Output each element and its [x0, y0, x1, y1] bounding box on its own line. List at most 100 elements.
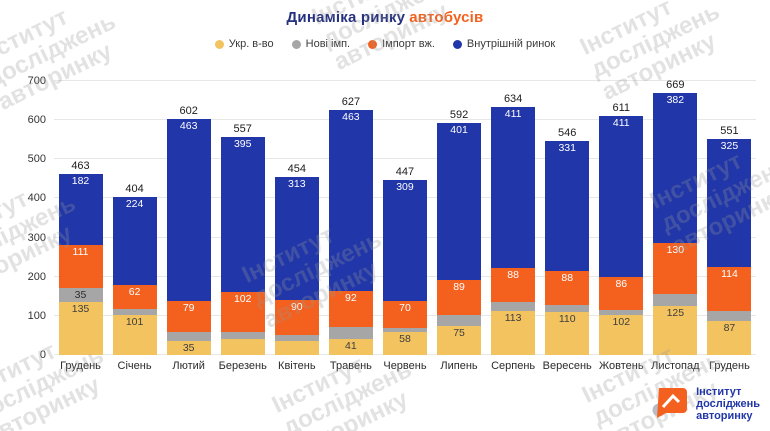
bar-segment-vnutrishnii-rynok: 395 — [220, 136, 265, 292]
logo-text-line: Інститут — [696, 385, 742, 398]
y-axis-tick: 0 — [39, 349, 46, 361]
bar-column: 611 411 86 102 — [595, 102, 648, 355]
bar-column: 669 382 130 125 — [649, 79, 702, 355]
bar-segment-ukr-vyrobnytstvo — [274, 341, 319, 355]
bar-segment-ukr-vyrobnytstvo: 87 — [707, 320, 752, 355]
bar-column: 602 463 79 35 — [162, 105, 215, 355]
bar-segment-vnutrishnii-rynok: 325 — [707, 139, 752, 267]
bar-total-label: 454 — [287, 163, 306, 176]
bar-column: 592 401 89 75 — [433, 109, 486, 355]
legend-label: Імпорт вж. — [382, 38, 435, 50]
legend-dot-yellow — [214, 39, 224, 49]
bar-segment-novi-import — [707, 311, 752, 321]
legend-dot-orange — [368, 39, 378, 49]
x-axis-label: Серпень — [491, 360, 536, 372]
bar-column: 404 224 62 101 — [108, 183, 161, 355]
gridline — [54, 119, 756, 121]
bar-stack: 182 111 35 135 — [58, 173, 103, 355]
bars-row: 463 182 111 35 135 404 224 62 101 602 463 79 35 557 39… — [54, 79, 756, 355]
bar-segment-ukr-vyrobnytstvo: 135 — [58, 302, 103, 355]
bar-segment-ukr-vyrobnytstvo: 101 — [112, 315, 157, 355]
bar-segment-ukr-vyrobnytstvo: 58 — [382, 332, 427, 355]
bar-total-label: 602 — [179, 105, 198, 118]
bar-stack: 325 114 87 — [707, 139, 752, 355]
bar-segment-ukr-vyrobnytstvo: 75 — [437, 325, 482, 355]
bar-total-label: 463 — [71, 159, 90, 172]
bar-segment-ukr-vyrobnytstvo: 35 — [166, 341, 211, 355]
bar-segment-import-vzh: 130 — [653, 242, 698, 294]
page-title: Динаміка ринку автобусів — [0, 9, 770, 26]
bar-segment-ukr-vyrobnytstvo — [220, 339, 265, 355]
bar-segment-vnutrishnii-rynok: 401 — [437, 123, 482, 281]
bar-segment-vnutrishnii-rynok: 313 — [274, 177, 319, 300]
bar-segment-ukr-vyrobnytstvo: 41 — [328, 338, 373, 355]
plot-area: 0 100 200 300 400 500 600 700 463 182 111 35 135 404 2… — [28, 75, 756, 361]
gridline — [54, 158, 756, 160]
logo-text: Інститут досліджень авторинку — [696, 386, 760, 423]
bar-total-label: 592 — [449, 109, 469, 122]
bar-column: 557 395 102 — [216, 123, 269, 355]
bar-total-label: 627 — [341, 95, 361, 108]
bar-segment-import-vzh: 92 — [328, 290, 373, 327]
legend-item-novi-import: Нові імп. — [291, 38, 351, 50]
x-axis-label: Квітень — [278, 360, 316, 372]
y-axis-tick: 400 — [27, 192, 46, 205]
logo-icon — [651, 385, 689, 423]
bar-stack: 463 79 35 — [166, 119, 211, 355]
legend-dot-gray — [291, 39, 301, 49]
bar-segment-vnutrishnii-rynok: 331 — [545, 141, 590, 271]
bar-total-label: 551 — [720, 125, 739, 138]
legend-item-import-vzh: Імпорт вж. — [368, 38, 435, 50]
bar-segment-import-vzh: 70 — [382, 301, 427, 329]
bar-segment-import-vzh: 89 — [437, 280, 482, 316]
bar-segment-novi-import — [437, 315, 482, 326]
bar-stack: 463 92 41 — [328, 109, 373, 355]
bar-stack: 411 86 102 — [599, 115, 644, 355]
bar-segment-novi-import — [653, 293, 698, 307]
bar-segment-import-vzh: 114 — [707, 266, 752, 312]
bar-stack: 309 70 58 — [382, 180, 427, 355]
bar-total-label: 557 — [233, 122, 252, 135]
bar-total-label: 669 — [666, 79, 685, 92]
x-axis-label: Жовтень — [598, 360, 644, 372]
bar-segment-import-vzh: 62 — [112, 284, 157, 309]
bar-stack: 401 89 75 — [437, 123, 482, 355]
title-main: Динаміка ринку — [286, 9, 406, 26]
y-axis-tick: 700 — [27, 75, 46, 87]
bar-total-label: 404 — [125, 182, 144, 195]
gridline — [54, 80, 756, 81]
bar-column: 447 309 70 58 — [378, 166, 431, 355]
bar-segment-vnutrishnii-rynok: 182 — [58, 173, 103, 246]
y-axis-tick: 600 — [27, 114, 46, 127]
bar-column: 627 463 92 41 — [324, 96, 377, 355]
bar-stack: 382 130 125 — [653, 93, 698, 355]
x-axis-label: Грудень — [709, 360, 750, 372]
bar-segment-novi-import — [328, 326, 373, 339]
bar-segment-import-vzh: 86 — [599, 276, 644, 311]
bar-segment-ukr-vyrobnytstvo: 102 — [599, 315, 644, 355]
bar-total-label: 447 — [395, 166, 415, 179]
bar-segment-vnutrishnii-rynok: 411 — [491, 106, 536, 268]
bar-column: 551 325 114 87 — [703, 125, 756, 355]
legend-label: Нові імп. — [305, 38, 351, 50]
y-axis-tick: 100 — [27, 309, 46, 322]
bar-segment-vnutrishnii-rynok: 411 — [599, 115, 644, 277]
x-axis-label: Травень — [329, 360, 372, 372]
bar-stack: 331 88 110 — [545, 141, 590, 355]
logo-text-line: авторинку — [696, 410, 753, 423]
bar-segment-vnutrishnii-rynok: 382 — [653, 93, 698, 243]
bar-segment-vnutrishnii-rynok: 224 — [112, 196, 157, 285]
bar-total-label: 546 — [558, 127, 577, 140]
bar-chart: 0 100 200 300 400 500 600 700 463 182 111 35 135 404 2… — [12, 75, 756, 372]
bar-column: 463 182 111 35 135 — [54, 160, 107, 355]
x-axis-label: Лютий — [172, 360, 205, 372]
bar-segment-novi-import — [491, 302, 536, 311]
bar-column: 546 331 88 110 — [541, 127, 594, 355]
legend: Укр. в-во Нові імп. Імпорт вж. Внутрішні… — [0, 38, 770, 50]
x-axis: Грудень Січень Лютий Березень Квітень Травень… — [54, 360, 756, 372]
bar-segment-import-vzh: 88 — [491, 267, 536, 303]
x-axis-label: Березень — [218, 360, 267, 372]
y-axis-tick: 200 — [27, 270, 46, 283]
bar-segment-novi-import — [382, 328, 427, 333]
bar-column: 454 313 90 — [270, 163, 323, 355]
